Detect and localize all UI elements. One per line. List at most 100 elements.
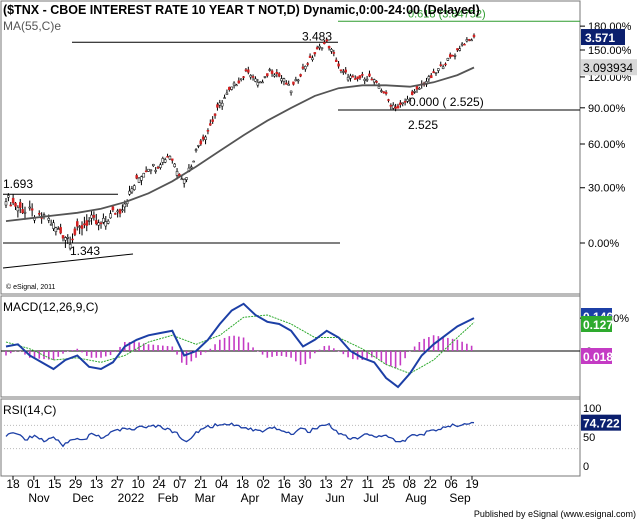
price-candle (228, 86, 231, 91)
price-candle (192, 160, 195, 163)
price-candle (154, 170, 157, 172)
price-candle (427, 76, 431, 80)
price-candle (382, 91, 385, 94)
price-candle (311, 57, 314, 61)
price-candle (334, 59, 338, 62)
price-candle (467, 39, 471, 41)
macd-histogram-bar (280, 351, 283, 356)
price-candle (85, 220, 89, 226)
macd-histogram-bar (190, 351, 193, 362)
x-tick-label: 18 (6, 477, 20, 491)
price-candle (104, 221, 108, 227)
macd-histogram-bar (266, 351, 269, 358)
macd-histogram-bar (133, 342, 136, 351)
x-month-label: Aug (405, 491, 426, 505)
price-candle (19, 202, 22, 208)
price-candle (47, 218, 51, 221)
macd-histogram-bar (9, 351, 12, 354)
price-candle (273, 74, 276, 77)
price-candle (147, 168, 150, 172)
price-candle (299, 74, 302, 77)
macd-histogram-bar (361, 351, 364, 360)
x-month-label: Dec (72, 491, 93, 505)
price-candle (380, 90, 383, 92)
macd-histogram-bar (437, 336, 440, 351)
price-candle (171, 158, 174, 161)
macd-histogram-bar (147, 344, 150, 351)
price-candle (301, 66, 305, 69)
macd-histogram-bar (24, 351, 26, 355)
macd-histogram-bar (209, 348, 212, 351)
price-candle (330, 49, 333, 52)
rsi-value-box (581, 414, 621, 431)
macd-histogram-bar (347, 351, 349, 358)
macd-histogram-bar (33, 351, 36, 359)
price-candle (239, 78, 243, 80)
price-candle (209, 123, 212, 126)
macd-histogram-bar (261, 351, 264, 355)
macd-histogram-bar (257, 351, 259, 352)
x-tick-label: 19 (465, 477, 479, 491)
price-candle (9, 204, 13, 207)
price-candle (133, 185, 136, 190)
x-tick-label: 24 (152, 477, 166, 491)
price-candle (308, 55, 312, 58)
macd-histogram-bar (276, 351, 278, 356)
price-candle (57, 228, 60, 230)
x-tick-label: 27 (111, 477, 125, 491)
price-candle (441, 66, 445, 69)
x-tick-label: 13 (90, 477, 104, 491)
price-candle (285, 82, 288, 85)
x-tick-label: 30 (298, 477, 312, 491)
price-candle (42, 214, 46, 216)
price-candle (399, 102, 402, 105)
macd-histogram-bar (352, 351, 354, 360)
x-month-label: Nov (28, 491, 49, 505)
x-tick-label: 22 (424, 477, 438, 491)
price-candle (185, 177, 188, 180)
price-candle (292, 81, 295, 85)
price-candle (97, 222, 100, 226)
price-candle (313, 52, 317, 55)
price-candle (353, 78, 357, 80)
price-candle (182, 179, 186, 184)
macd-histogram-bar (5, 351, 7, 356)
macd-histogram-bar (423, 338, 425, 351)
price-candle (451, 55, 454, 57)
macd-histogram-bar (76, 348, 79, 351)
price-candle (73, 228, 77, 235)
macd-histogram-bar (166, 346, 169, 351)
price-candle (156, 166, 160, 169)
price-candle (389, 104, 393, 107)
level-annotation: 3.483 (302, 29, 332, 43)
price-panel: 180.00%150.00%120.00%90.00%60.00%30.00%0… (2, 8, 637, 325)
macd-histogram-bar (285, 351, 288, 357)
x-tick-label: 15 (48, 477, 62, 491)
price-candle (242, 76, 245, 78)
price-candle (368, 73, 371, 77)
price-candle (339, 69, 343, 71)
macd-histogram-bar (413, 346, 416, 351)
price-candle (401, 102, 404, 104)
price-candle (201, 136, 205, 140)
macd-histogram-bar (328, 345, 330, 351)
price-tick-label: 90.00% (588, 103, 626, 115)
price-candle (415, 86, 419, 90)
macd-histogram-bar (451, 338, 454, 351)
macd-histogram-bar (394, 351, 397, 369)
price-candle (394, 106, 397, 109)
price-candle (323, 42, 326, 45)
price-candle (223, 97, 226, 99)
price-candle (396, 105, 400, 109)
price-candle (216, 104, 219, 108)
price-candle (418, 88, 421, 90)
macd-histogram-bar (142, 343, 145, 351)
price-candle (199, 140, 203, 145)
fib-0-label: 0.000 ( 2.525) (409, 95, 484, 109)
price-candle (30, 208, 34, 211)
price-candle (161, 158, 165, 163)
macd-histogram-bar (233, 335, 235, 351)
price-candle (66, 237, 70, 239)
macd-value-box (581, 348, 612, 364)
